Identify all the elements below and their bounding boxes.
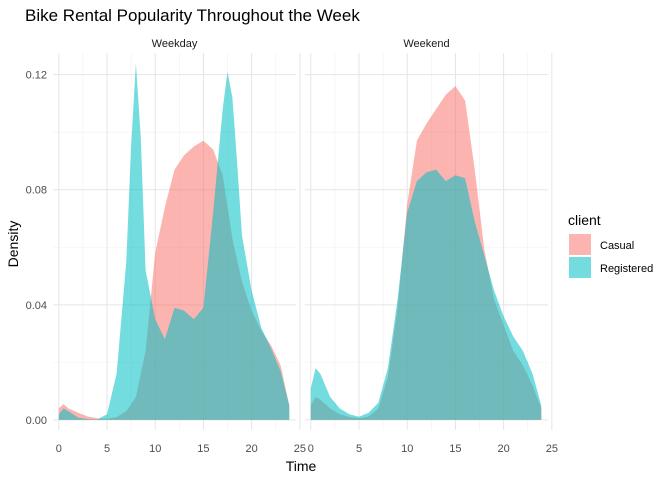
x-tick-label: 20: [498, 443, 510, 455]
facet-label: Weekend: [403, 38, 449, 50]
legend-title: client: [568, 212, 601, 228]
chart-title: Bike Rental Popularity Throughout the We…: [25, 6, 360, 25]
density-area-registered: [310, 169, 542, 420]
legend-key-casual: [569, 234, 591, 255]
x-tick-label: 5: [104, 443, 110, 455]
y-tick-label: 0.04: [26, 300, 47, 312]
x-tick-label: 25: [294, 443, 306, 455]
legend-label-registered: Registered: [600, 263, 653, 275]
y-tick-label: 0.12: [26, 70, 47, 82]
x-tick-label: 15: [449, 443, 461, 455]
x-tick-label: 5: [356, 443, 362, 455]
x-tick-label: 25: [546, 443, 558, 455]
x-tick-label: 0: [56, 443, 62, 455]
legend-key-registered: [569, 257, 591, 278]
panel-weekend: Weekend 0 5 10 15 20 25: [305, 38, 558, 455]
x-tick-label: 10: [149, 443, 161, 455]
legend: client Casual Registered: [568, 212, 653, 278]
facet-label: Weekday: [152, 38, 198, 50]
panel-weekday: Weekday 0 5 10 15 20 25: [53, 38, 306, 455]
facet-panels: Weekday 0 5 10 15 20 25 Weekend 0 5 10 15 20 25 0.00 0.…: [26, 38, 558, 455]
y-tick-label: 0.08: [26, 185, 47, 197]
x-axis-title: Time: [286, 458, 317, 474]
x-tick-label: 15: [197, 443, 209, 455]
legend-label-casual: Casual: [600, 240, 634, 252]
x-tick-label: 0: [308, 443, 314, 455]
y-axis-title: Density: [5, 221, 21, 268]
x-tick-label: 10: [401, 443, 413, 455]
density-area-registered: [58, 63, 290, 420]
y-tick-label: 0.00: [26, 415, 47, 427]
x-tick-label: 20: [246, 443, 258, 455]
